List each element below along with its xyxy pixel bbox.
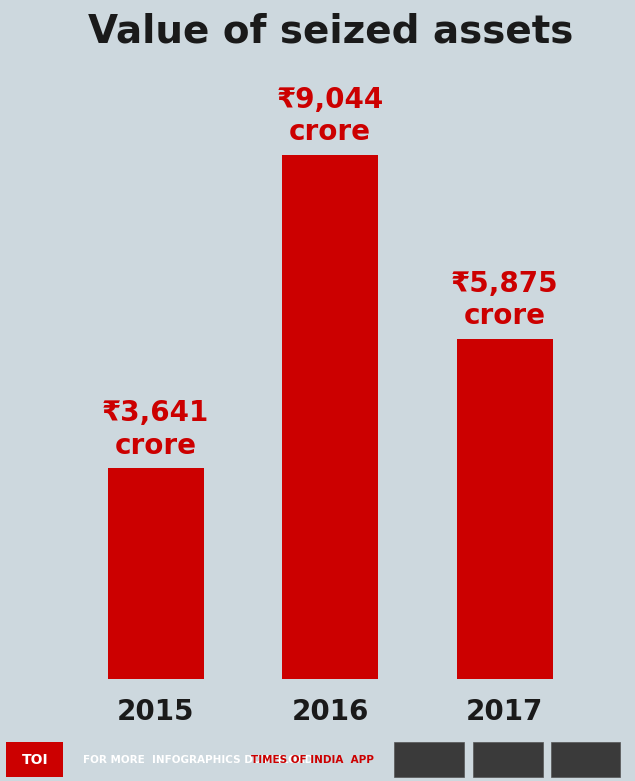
FancyBboxPatch shape <box>6 742 64 776</box>
Text: ₹9,044
crore: ₹9,044 crore <box>277 86 384 146</box>
Text: App Store: App Store <box>409 755 448 764</box>
FancyBboxPatch shape <box>394 742 464 776</box>
FancyBboxPatch shape <box>551 742 620 776</box>
Bar <box>457 339 553 679</box>
Text: ₹3,641
crore: ₹3,641 crore <box>102 399 209 459</box>
Text: Windows
 Phone: Windows Phone <box>570 754 601 765</box>
Text: TIMES OF INDIA  APP: TIMES OF INDIA APP <box>251 754 374 765</box>
Text: ₹5,875
crore: ₹5,875 crore <box>451 269 559 330</box>
Text: TOI: TOI <box>22 753 48 766</box>
Text: FOR MORE  INFOGRAPHICS DOWNLOAD: FOR MORE INFOGRAPHICS DOWNLOAD <box>83 754 316 765</box>
Text: Google play: Google play <box>484 755 532 764</box>
Bar <box>282 155 378 679</box>
Bar <box>107 469 204 679</box>
Title: Value of seized assets: Value of seized assets <box>88 12 573 51</box>
FancyBboxPatch shape <box>473 742 543 776</box>
